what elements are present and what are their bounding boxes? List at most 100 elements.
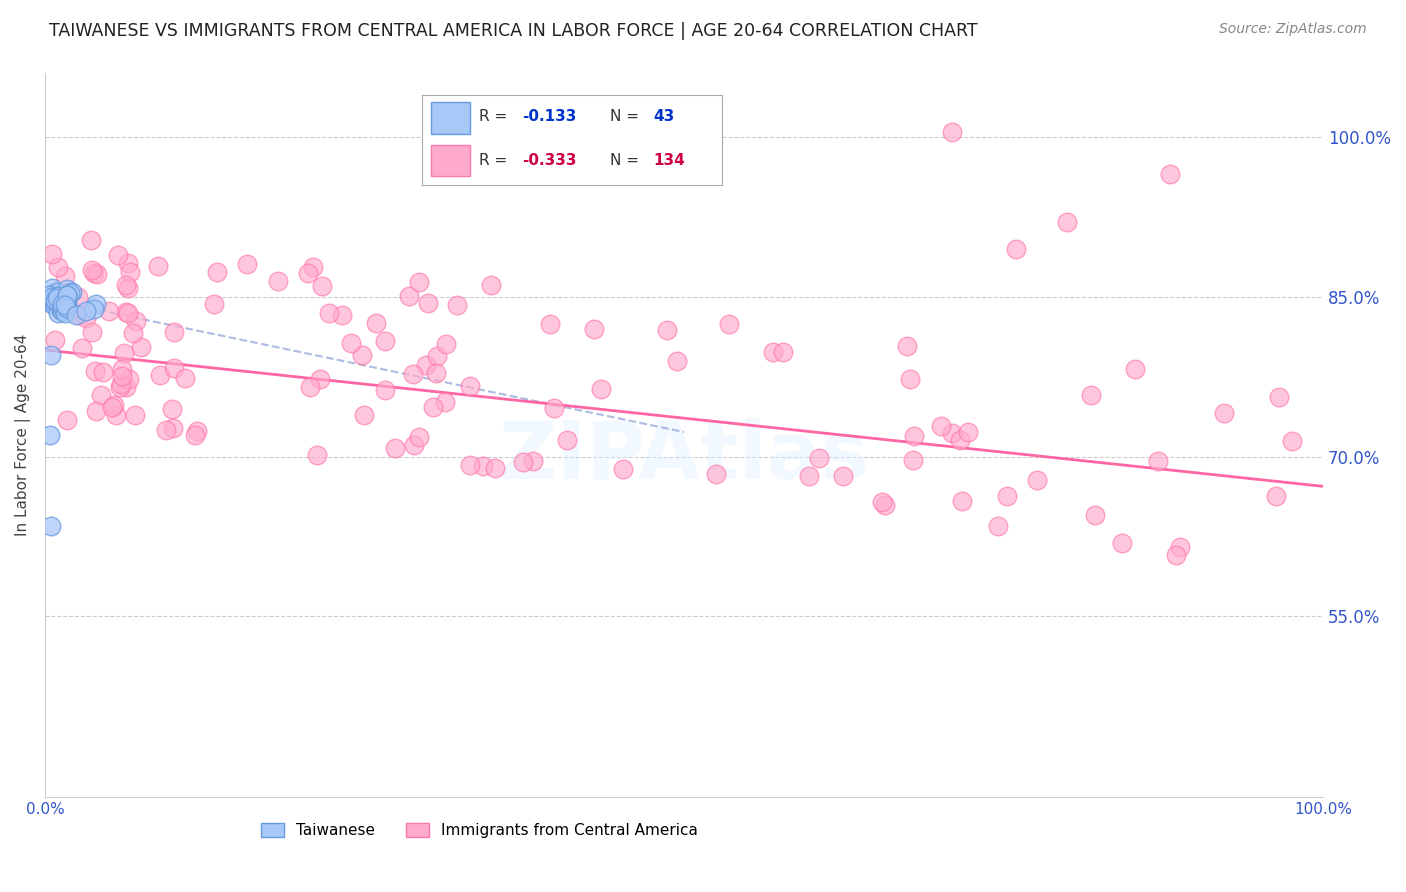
Point (374, 334, 396, 348)
Point (45, 295, 67, 310)
Point (55, 295, 77, 310)
Point (84, 404, 107, 418)
Point (51, 297, 73, 311)
Point (311, 278, 333, 293)
Point (434, 336, 457, 351)
Text: TAIWANESE VS IMMIGRANTS FROM CENTRAL AMERICA IN LABOR FORCE | AGE 20-64 CORRELAT: TAIWANESE VS IMMIGRANTS FROM CENTRAL AME… (49, 22, 977, 40)
Point (117, 281, 139, 295)
Point (1005, 242, 1028, 256)
Point (97, 304, 120, 318)
Point (56, 288, 79, 302)
Point (83, 266, 105, 280)
Point (118, 372, 141, 386)
Point (481, 278, 503, 293)
Point (163, 361, 186, 376)
Point (718, 318, 741, 332)
Point (655, 323, 678, 337)
Point (41, 247, 63, 261)
Point (49, 303, 72, 318)
Point (1166, 548, 1188, 562)
Point (929, 418, 952, 433)
Point (41, 290, 63, 304)
Point (44, 298, 66, 312)
Point (873, 498, 896, 512)
Point (66, 290, 89, 304)
Point (44, 334, 66, 348)
Point (84, 297, 107, 311)
Point (91, 365, 114, 379)
Point (807, 450, 830, 465)
Point (353, 408, 375, 422)
Point (112, 346, 135, 360)
Point (458, 379, 481, 393)
Point (318, 306, 340, 320)
Point (1265, 490, 1288, 504)
Point (1146, 454, 1168, 468)
Point (125, 314, 148, 328)
Point (987, 518, 1010, 533)
Point (122, 326, 145, 341)
Point (46, 293, 69, 307)
Point (42, 294, 65, 309)
Point (111, 362, 134, 376)
Point (39, 518, 62, 533)
Y-axis label: In Labor Force | Age 20-64: In Labor Force | Age 20-64 (15, 334, 31, 536)
Point (1056, 215, 1078, 229)
Point (398, 288, 420, 302)
Point (433, 395, 456, 409)
Point (446, 297, 468, 311)
Point (183, 428, 205, 442)
Point (402, 368, 425, 382)
Point (117, 255, 139, 269)
Point (59, 285, 82, 300)
Point (80, 262, 103, 277)
Point (56, 301, 79, 316)
Text: ZIPAtlas: ZIPAtlas (499, 418, 869, 496)
Point (1159, 167, 1181, 181)
Point (408, 276, 430, 290)
Point (307, 448, 329, 462)
Point (72, 341, 94, 355)
Point (665, 353, 688, 368)
Point (39, 428, 62, 442)
Point (163, 325, 186, 339)
Point (949, 433, 972, 447)
Point (298, 380, 321, 394)
Point (38, 293, 60, 307)
Point (162, 421, 184, 435)
Point (55, 298, 77, 312)
Point (950, 493, 973, 508)
Point (903, 453, 925, 467)
Point (38, 296, 60, 310)
Point (53, 297, 76, 311)
Point (117, 306, 139, 320)
Point (471, 458, 494, 473)
Point (1213, 407, 1236, 421)
Point (80, 233, 103, 247)
Point (41, 281, 63, 295)
Point (46, 289, 69, 303)
Point (49, 293, 72, 308)
Point (45, 291, 67, 305)
Point (56, 288, 79, 302)
Point (704, 467, 727, 482)
Point (339, 336, 361, 351)
Point (173, 371, 195, 385)
Point (103, 398, 125, 412)
Point (90, 388, 112, 402)
Point (46, 260, 69, 275)
Point (583, 321, 606, 335)
Point (1281, 434, 1303, 448)
Point (1170, 540, 1192, 554)
Point (870, 495, 893, 509)
Point (115, 277, 138, 292)
Point (896, 339, 918, 353)
Point (302, 260, 325, 274)
Point (772, 345, 794, 359)
Point (202, 297, 225, 311)
Point (84, 364, 107, 378)
Point (86, 267, 108, 281)
Point (308, 372, 330, 386)
Point (108, 380, 131, 394)
Point (538, 317, 561, 331)
